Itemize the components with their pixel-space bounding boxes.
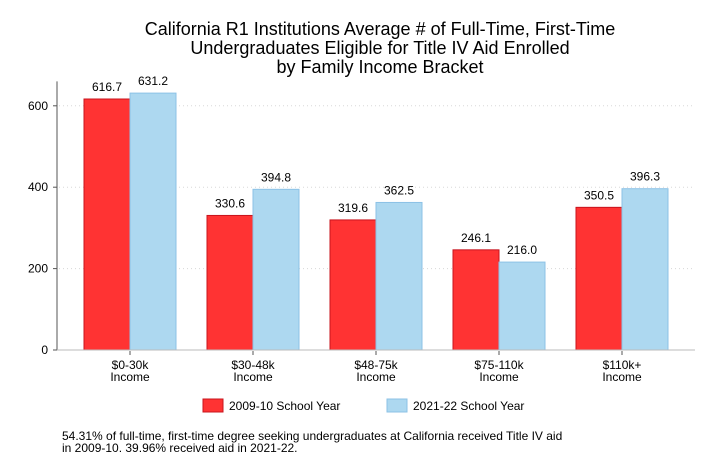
chart-title: California R1 Institutions Average # of … xyxy=(60,20,700,77)
y-tick-label: 400 xyxy=(28,180,48,194)
bar-2021-22 xyxy=(252,188,300,351)
legend-label: 2009-10 School Year xyxy=(229,399,340,413)
data-label: 330.6 xyxy=(215,196,245,210)
data-label: 396.3 xyxy=(630,170,660,184)
y-tick-label: 600 xyxy=(28,99,48,113)
bar-2009-10 xyxy=(206,214,254,351)
x-tick-label: $110k+ xyxy=(603,358,642,372)
data-label: 350.5 xyxy=(584,188,614,202)
y-tick-label: 200 xyxy=(28,262,48,276)
data-label: 394.8 xyxy=(261,170,291,184)
data-label: 319.6 xyxy=(338,201,368,215)
bar-2021-22 xyxy=(129,92,177,351)
chart-title-line-3: by Family Income Bracket xyxy=(276,57,484,77)
bar-2009-10 xyxy=(83,98,131,351)
legend-swatch xyxy=(202,398,224,413)
chart-title-line-1: California R1 Institutions Average # of … xyxy=(144,19,616,39)
data-label: 616.7 xyxy=(92,80,122,94)
bar-2009-10 xyxy=(329,219,377,351)
bar-2021-22 xyxy=(621,188,669,351)
x-tick-label: $75-110k xyxy=(474,358,524,372)
bar-2021-22 xyxy=(498,261,546,351)
bar-2009-10 xyxy=(575,206,623,351)
y-tick-label: 0 xyxy=(41,343,48,357)
chart-title-line-2: Undergraduates Eligible for Title IV Aid… xyxy=(190,38,570,58)
data-label: 631.2 xyxy=(138,74,168,88)
legend-label: 2021-22 School Year xyxy=(413,399,524,413)
footnote-line-1: 54.31% of full-time, first-time degree s… xyxy=(62,429,563,443)
footnote: 54.31% of full-time, first-time degree s… xyxy=(62,430,562,454)
bar-2021-22 xyxy=(375,201,423,351)
x-tick-label: Income xyxy=(233,370,273,384)
x-tick-label: $0-30k xyxy=(112,358,150,372)
x-tick-label: $30-48k xyxy=(231,358,275,372)
x-tick-label: Income xyxy=(602,370,642,384)
data-label: 246.1 xyxy=(461,231,491,245)
data-label: 216.0 xyxy=(507,243,537,257)
x-tick-label: Income xyxy=(479,370,519,384)
legend-swatch xyxy=(386,398,408,413)
x-tick-label: Income xyxy=(356,370,396,384)
bar-2009-10 xyxy=(452,249,500,351)
data-label: 362.5 xyxy=(384,183,414,197)
x-tick-label: Income xyxy=(110,370,150,384)
x-tick-label: $48-75k xyxy=(354,358,398,372)
footnote-line-2: in 2009-10. 39.96% received aid in 2021-… xyxy=(62,441,298,455)
